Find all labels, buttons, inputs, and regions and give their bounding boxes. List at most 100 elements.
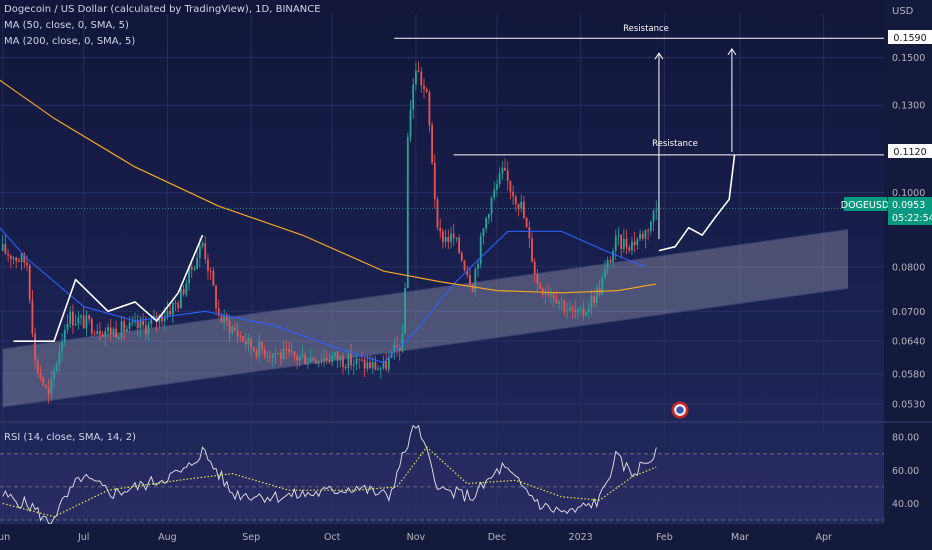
candle-body [601, 277, 604, 295]
candle-body [520, 201, 523, 209]
candle-body [539, 283, 542, 289]
rsi-tick-label: 80.00 [892, 433, 919, 444]
candle-body [442, 231, 444, 243]
candle-body [269, 356, 271, 358]
candle-body [223, 314, 226, 322]
candle-body [212, 270, 215, 286]
candle-body [228, 320, 231, 333]
candle-body [20, 253, 23, 262]
candle-body [614, 236, 617, 251]
candle-body [290, 351, 293, 353]
candle-body [177, 303, 180, 309]
candle-body [536, 273, 539, 284]
candle-body [404, 288, 406, 334]
candle-body [93, 333, 96, 335]
candle-body [398, 346, 401, 352]
candle-body [12, 257, 15, 260]
candle-body [366, 362, 369, 369]
resistance-mid-box [888, 144, 932, 158]
resistance-top-box [888, 30, 932, 44]
candle-body [514, 196, 517, 205]
candle-body [36, 360, 39, 374]
currency-label: USD [892, 6, 914, 17]
candle-body [336, 352, 339, 361]
candle-body [282, 348, 285, 359]
candle-body [163, 316, 166, 322]
target-arrow-head [654, 52, 664, 60]
candle-body [625, 238, 628, 248]
candle-body [198, 245, 201, 258]
candle-body [496, 184, 498, 190]
time-tick-label: Feb [656, 532, 673, 543]
candle-body [320, 360, 323, 362]
rsi-ma-line [2, 446, 657, 518]
candle-body [18, 260, 20, 262]
candle-body [466, 270, 469, 276]
ma200-line [0, 79, 657, 294]
candle-body [261, 341, 263, 350]
candle-body [258, 341, 261, 357]
candle-body [504, 167, 506, 171]
ma50-legend[interactable]: MA (50, close, 0, SMA, 5) [4, 20, 129, 31]
candle-body [136, 320, 139, 329]
candle-body [455, 237, 458, 239]
symbol-badge [844, 197, 887, 211]
candle-body [55, 364, 58, 371]
time-tick-label: Oct [324, 532, 341, 543]
candle-body [482, 228, 485, 237]
candle-body [377, 368, 379, 370]
candle-body [147, 324, 150, 335]
candle-body [155, 315, 158, 323]
events-icon[interactable] [671, 401, 689, 419]
candle-body [31, 299, 34, 334]
candle-body [382, 361, 385, 369]
candle-body [234, 327, 236, 331]
candle-body [315, 360, 317, 364]
candle-body [207, 259, 209, 271]
candle-body [279, 352, 282, 359]
candle-body [396, 344, 398, 347]
candle-body [85, 315, 88, 329]
candle-body [150, 319, 153, 325]
candle-body [72, 311, 74, 326]
price-tick-label: 0.0700 [892, 307, 925, 318]
ma200-legend[interactable]: MA (200, close, 0, SMA, 5) [4, 36, 136, 47]
candle-body [169, 311, 172, 315]
candle-body [247, 337, 250, 345]
candle-body [369, 362, 371, 369]
candle-body [63, 329, 66, 343]
candle-body [585, 312, 587, 316]
time-tick-label: Aug [158, 532, 177, 543]
candle-body [428, 91, 431, 126]
time-tick-label: Apr [815, 532, 832, 543]
candle-body [590, 296, 593, 309]
candlesticks [1, 61, 658, 404]
candle-body [99, 331, 101, 335]
candle-body [323, 357, 325, 362]
candle-body [171, 303, 174, 315]
chart-title[interactable]: Dogecoin / US Dollar (calculated by Trad… [4, 4, 321, 15]
rsi-legend[interactable]: RSI (14, close, SMA, 14, 2) [4, 432, 137, 443]
candle-body [487, 214, 490, 219]
candle-body [523, 201, 525, 219]
candle-body [531, 238, 533, 262]
price-axis[interactable]: 0.1500 0.1300 0.1000 0.0800 0.0700 0.0640 0.05… [884, 0, 932, 550]
candle-body [131, 322, 134, 324]
candle-body [331, 356, 334, 363]
candle-body [220, 315, 223, 322]
candle-body [126, 328, 128, 332]
candle-body [139, 320, 142, 329]
target-arrow-head [727, 47, 737, 56]
candle-body [609, 260, 612, 263]
time-tick-label: Jun [0, 532, 10, 543]
candle-body [385, 361, 388, 370]
time-axis[interactable]: Jun Jul Aug Sep Oct Nov Dec 2023 Feb Mar Apr [0, 524, 932, 550]
candle-body [512, 191, 515, 197]
candle-body [550, 293, 552, 296]
candle-body [209, 270, 212, 272]
candle-body [628, 247, 631, 251]
candle-body [406, 136, 409, 289]
candle-body [649, 221, 652, 232]
candle-body [498, 173, 501, 185]
